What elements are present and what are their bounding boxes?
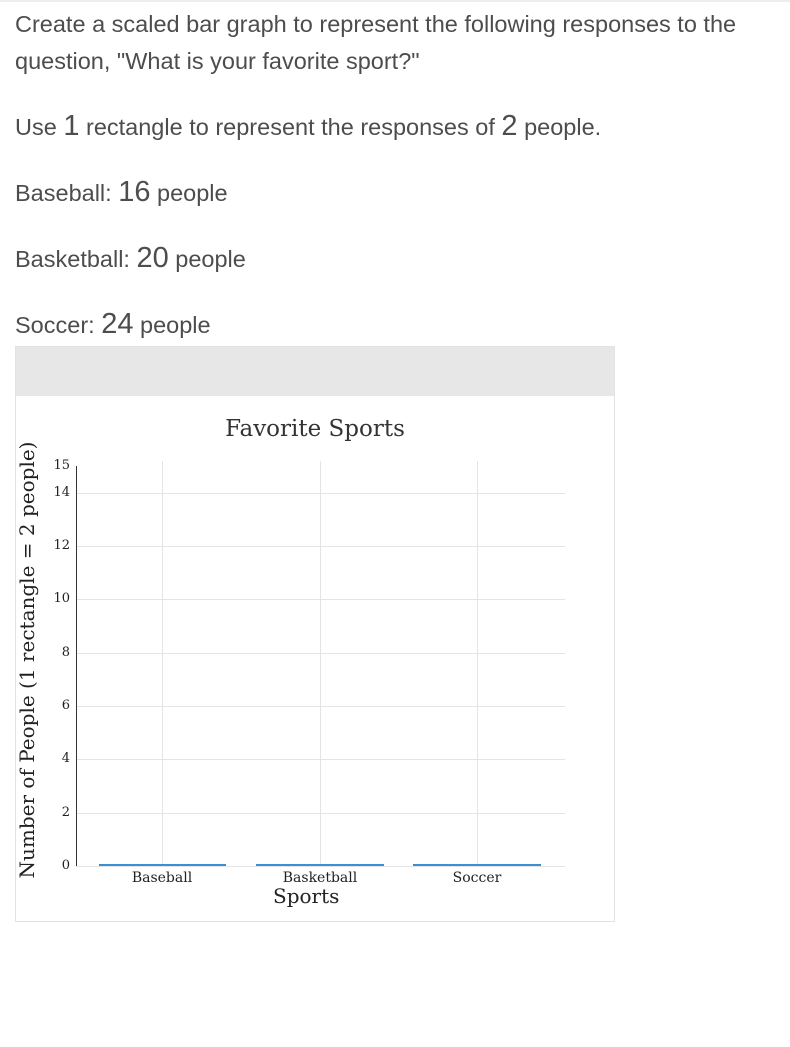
bar-graph-widget: Favorite Sports Number of People (1 rect… <box>15 346 615 922</box>
x-tick-soccer: Soccer <box>452 870 502 886</box>
y-axis-label: Number of People (1 rectangle = 2 people… <box>15 441 39 879</box>
bar-baseball[interactable] <box>99 864 226 866</box>
bar-soccer[interactable] <box>413 864 541 866</box>
plot-area[interactable]: 0 2 4 6 8 10 12 14 15 Baseball Basketbal… <box>53 458 565 886</box>
response-basketball: Basketball: 20 people <box>15 242 246 274</box>
gridline-basketball <box>320 461 321 866</box>
y-tick-0: 0 <box>61 858 70 873</box>
question-prompt: Create a scaled bar graph to represent t… <box>15 6 785 372</box>
bar-chart[interactable]: Favorite Sports Number of People (1 rect… <box>15 396 614 921</box>
gridline-soccer <box>477 461 478 866</box>
top-divider <box>0 0 790 2</box>
x-axis-label: Sports <box>273 884 340 908</box>
y-tick-2: 2 <box>61 805 70 820</box>
y-tick-6: 6 <box>61 698 70 713</box>
scale-instruction: Use 1 rectangle to represent the respons… <box>15 110 602 142</box>
gridline-baseball <box>162 461 163 866</box>
response-soccer: Soccer: 24 people <box>15 308 211 340</box>
graph-toolbar <box>16 347 614 396</box>
y-axis <box>76 466 77 866</box>
chart-title: Favorite Sports <box>225 416 405 442</box>
x-tick-baseball: Baseball <box>131 870 193 886</box>
y-tick-4: 4 <box>61 751 70 766</box>
y-tick-15: 15 <box>53 458 70 473</box>
gridline-0 <box>76 866 565 867</box>
y-tick-10: 10 <box>53 591 70 606</box>
y-tick-12: 12 <box>53 538 70 553</box>
question-text: Create a scaled bar graph to represent t… <box>15 11 737 74</box>
x-tick-basketball: Basketball <box>282 870 358 886</box>
y-tick-14: 14 <box>53 485 70 500</box>
y-tick-8: 8 <box>61 645 70 660</box>
response-baseball: Baseball: 16 people <box>15 176 228 208</box>
bar-basketball[interactable] <box>256 864 384 866</box>
